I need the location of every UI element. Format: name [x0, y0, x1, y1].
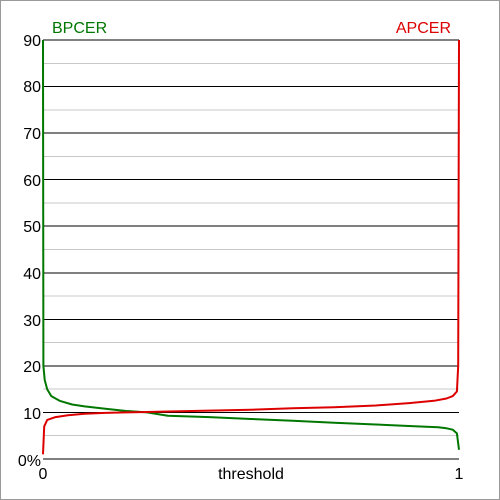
- y-tick-label: 0%: [18, 453, 41, 470]
- y-tick-label: 20: [23, 359, 41, 376]
- y-tick-label: 90: [23, 33, 41, 50]
- axes: [43, 39, 459, 460]
- legend-bpcer: BPCER: [52, 20, 107, 37]
- legend-apcer: APCER: [396, 20, 451, 37]
- x-tick-label: 1: [455, 466, 464, 483]
- series-line-apcer: [42, 39, 460, 455]
- y-tick-labels: 0% 10 20 30 40 50 60 70 80 90: [18, 33, 41, 470]
- y-tick-label: 30: [23, 313, 41, 330]
- x-tick-labels: 0 1 threshold: [39, 466, 464, 483]
- y-tick-label: 80: [23, 79, 41, 96]
- y-tick-label: 60: [23, 173, 41, 190]
- x-axis-label: threshold: [218, 466, 284, 483]
- x-tick-label: 0: [39, 466, 48, 483]
- y-tick-label: 10: [23, 406, 41, 423]
- y-tick-label: 40: [23, 266, 41, 283]
- y-tick-label: 50: [23, 219, 41, 236]
- series-line-bpcer: [42, 39, 460, 450]
- series-lines: [42, 39, 460, 455]
- y-tick-label: 70: [23, 126, 41, 143]
- grid-lines: [43, 62, 459, 437]
